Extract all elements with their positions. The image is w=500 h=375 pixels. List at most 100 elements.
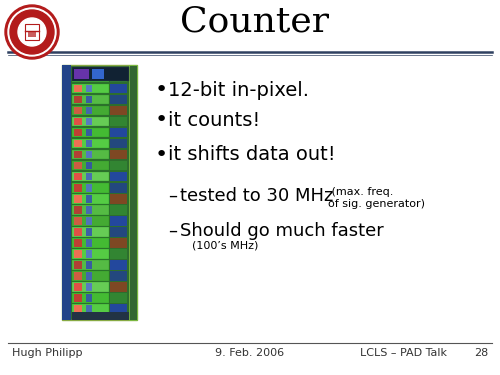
Bar bbox=[74, 151, 82, 158]
Bar bbox=[74, 239, 82, 247]
Bar bbox=[74, 173, 82, 180]
Bar bbox=[110, 183, 127, 192]
Bar bbox=[110, 216, 127, 226]
Text: it counts!: it counts! bbox=[168, 111, 260, 129]
Circle shape bbox=[10, 10, 54, 54]
Bar bbox=[74, 294, 82, 302]
Bar bbox=[110, 84, 127, 93]
Bar bbox=[86, 129, 92, 136]
Bar bbox=[92, 69, 104, 79]
Bar bbox=[110, 260, 127, 270]
Bar bbox=[86, 284, 92, 291]
Bar bbox=[74, 306, 82, 313]
Bar bbox=[72, 260, 110, 270]
Bar bbox=[72, 106, 110, 115]
Bar bbox=[110, 304, 127, 314]
Circle shape bbox=[5, 5, 59, 59]
Text: LCLS – PAD Talk: LCLS – PAD Talk bbox=[360, 348, 447, 358]
Bar bbox=[86, 261, 92, 269]
Circle shape bbox=[8, 8, 56, 56]
Text: Should go much faster: Should go much faster bbox=[180, 222, 384, 240]
Text: –: – bbox=[168, 187, 177, 205]
Bar bbox=[86, 239, 92, 247]
Bar bbox=[72, 84, 110, 93]
Text: (max. freq.
of sig. generator): (max. freq. of sig. generator) bbox=[328, 187, 425, 209]
Bar bbox=[110, 194, 127, 204]
Bar bbox=[74, 140, 82, 147]
Bar bbox=[62, 65, 137, 320]
Bar bbox=[129, 65, 137, 320]
Bar bbox=[110, 272, 127, 281]
Bar bbox=[86, 272, 92, 280]
Text: Counter: Counter bbox=[180, 5, 330, 39]
Bar bbox=[72, 150, 110, 159]
FancyBboxPatch shape bbox=[28, 31, 36, 37]
Bar bbox=[86, 140, 92, 147]
Bar bbox=[74, 74, 82, 81]
Bar bbox=[86, 184, 92, 192]
Bar bbox=[110, 106, 127, 115]
Text: •: • bbox=[155, 110, 168, 130]
Bar bbox=[110, 172, 127, 182]
Bar bbox=[110, 227, 127, 237]
Bar bbox=[86, 151, 92, 158]
Bar bbox=[74, 69, 89, 79]
Bar bbox=[74, 250, 82, 258]
Bar bbox=[86, 228, 92, 236]
Bar bbox=[86, 217, 92, 225]
Bar bbox=[72, 172, 110, 182]
Bar bbox=[74, 96, 82, 103]
Bar bbox=[110, 205, 127, 214]
Bar bbox=[86, 96, 92, 103]
Bar bbox=[86, 306, 92, 313]
Bar bbox=[72, 94, 110, 104]
Bar bbox=[110, 72, 127, 82]
Bar bbox=[72, 194, 110, 204]
Bar bbox=[86, 294, 92, 302]
Bar bbox=[72, 249, 110, 259]
Bar bbox=[72, 293, 110, 303]
Bar bbox=[86, 195, 92, 202]
Bar bbox=[74, 228, 82, 236]
Bar bbox=[72, 272, 110, 281]
Bar bbox=[110, 139, 127, 148]
Bar bbox=[74, 84, 82, 92]
Bar bbox=[72, 139, 110, 148]
Bar bbox=[62, 65, 71, 320]
Text: 28: 28 bbox=[474, 348, 488, 358]
Bar bbox=[86, 118, 92, 125]
Text: •: • bbox=[155, 80, 168, 100]
Circle shape bbox=[18, 18, 46, 46]
FancyBboxPatch shape bbox=[25, 24, 39, 40]
Bar bbox=[72, 205, 110, 214]
Bar bbox=[72, 304, 110, 314]
Bar bbox=[72, 216, 110, 226]
Bar bbox=[74, 129, 82, 136]
Bar bbox=[86, 106, 92, 114]
Bar bbox=[74, 162, 82, 170]
Bar bbox=[74, 106, 82, 114]
Bar bbox=[74, 284, 82, 291]
Bar bbox=[72, 128, 110, 137]
Bar bbox=[72, 282, 110, 292]
Bar bbox=[110, 238, 127, 248]
Text: 9. Feb. 2006: 9. Feb. 2006 bbox=[216, 348, 284, 358]
Text: tested to 30 MHz: tested to 30 MHz bbox=[180, 187, 334, 205]
Bar bbox=[74, 261, 82, 269]
Bar bbox=[86, 84, 92, 92]
Bar bbox=[72, 227, 110, 237]
Bar bbox=[72, 161, 110, 170]
Bar bbox=[110, 128, 127, 137]
Bar bbox=[72, 183, 110, 192]
Bar bbox=[74, 184, 82, 192]
Bar bbox=[110, 293, 127, 303]
Bar bbox=[72, 312, 129, 320]
Bar bbox=[72, 67, 129, 81]
Bar bbox=[110, 94, 127, 104]
Bar bbox=[86, 206, 92, 214]
Bar bbox=[72, 238, 110, 248]
Bar bbox=[86, 74, 92, 81]
Text: Hugh Philipp: Hugh Philipp bbox=[12, 348, 82, 358]
Text: •: • bbox=[155, 145, 168, 165]
Bar bbox=[86, 162, 92, 170]
